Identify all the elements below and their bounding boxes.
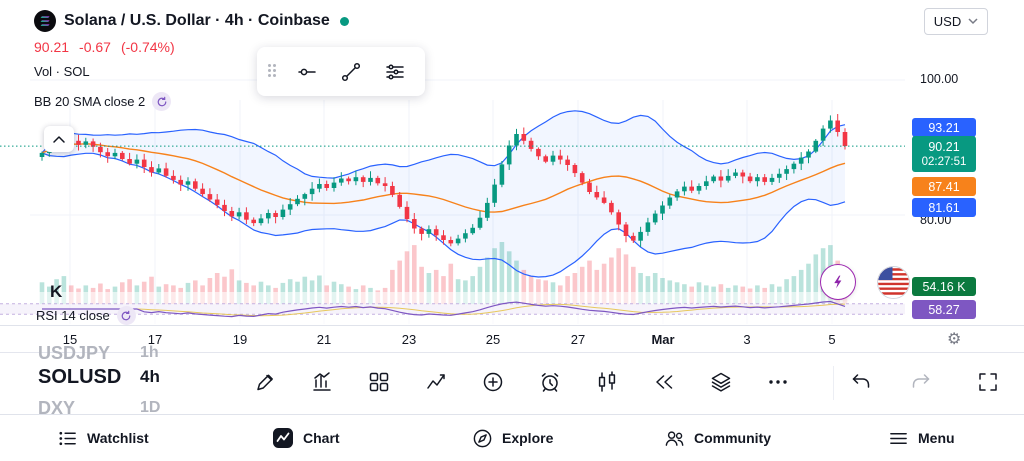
price-change-pct: (-0.74%) — [120, 39, 175, 55]
symbol-carousel-prev[interactable]: USDJPY 1h — [38, 343, 159, 363]
nav-menu[interactable]: Menu — [888, 415, 955, 461]
nav-explore[interactable]: Explore — [472, 415, 553, 461]
bb-basis-badge: 87.41 — [912, 177, 976, 196]
sync-icon[interactable] — [116, 306, 136, 325]
forecast-icon[interactable] — [423, 369, 449, 395]
currency-select[interactable]: USD — [924, 8, 988, 35]
nav-chart[interactable]: Chart — [272, 415, 340, 461]
nav-watchlist[interactable]: Watchlist — [57, 415, 149, 461]
last-price: 90.21 — [34, 39, 70, 55]
symbol-title: Solana / U.S. Dollar · 4h · Coinbase — [64, 12, 330, 29]
chart-toolbar: USDJPY 1h SOLUSD 4h DXY 1D — [0, 343, 1024, 418]
menu-hamburger-icon — [888, 428, 909, 449]
alert-icon[interactable] — [537, 369, 563, 395]
drawing-palette — [257, 47, 425, 96]
price-change: -0.67 — [79, 39, 111, 55]
volume-legend[interactable]: Vol · SOL — [34, 64, 90, 79]
chart-canvas[interactable] — [0, 0, 1024, 360]
more-icon[interactable] — [765, 369, 791, 395]
indicators-icon[interactable] — [309, 369, 335, 395]
lightning-icon — [829, 273, 847, 291]
time-label: 23 — [401, 332, 417, 347]
symbol-carousel-next[interactable]: DXY 1D — [38, 398, 161, 418]
collapse-panel-button[interactable] — [44, 126, 74, 152]
chart-header: Solana / U.S. Dollar · 4h · Coinbase 90.… — [34, 10, 349, 111]
undo-icon[interactable] — [848, 369, 874, 395]
flash-boost-button[interactable] — [820, 264, 856, 300]
watchlist-icon — [57, 428, 78, 449]
settings-gear-icon[interactable]: ⚙ — [947, 331, 962, 348]
rsi-legend-row[interactable]: RSI 14 close — [36, 306, 136, 325]
parallel-lines-tool-icon[interactable] — [373, 52, 417, 92]
clipped-text-fragment: K — [50, 282, 63, 301]
add-icon[interactable] — [480, 369, 506, 395]
time-label: 27 — [570, 332, 586, 347]
explore-compass-icon — [472, 428, 493, 449]
time-label: 21 — [316, 332, 332, 347]
time-label: 15 — [62, 332, 78, 347]
drag-handle[interactable] — [268, 64, 278, 79]
time-label-month: Mar — [651, 332, 675, 347]
layout-grid-icon[interactable] — [366, 369, 392, 395]
rsi-badge: 58.27 — [912, 300, 976, 319]
lower-band-badge: 81.61 — [912, 198, 976, 217]
trend-line-tool-icon[interactable] — [329, 52, 373, 92]
currency-value: USD — [933, 14, 962, 29]
sync-icon[interactable] — [152, 92, 172, 111]
bottom-navigation: Watchlist Chart Explore Community Menu — [0, 414, 1024, 461]
candles-icon[interactable] — [594, 369, 620, 395]
redo-icon[interactable] — [908, 369, 934, 395]
symbol-title-row[interactable]: Solana / U.S. Dollar · 4h · Coinbase — [34, 10, 349, 32]
upper-band-badge: 93.21 — [912, 118, 976, 137]
time-label: 3 — [743, 332, 751, 347]
solana-logo-icon — [34, 10, 56, 32]
symbol-carousel-current[interactable]: SOLUSD 4h — [38, 366, 160, 388]
time-label: 19 — [232, 332, 248, 347]
region-flag-button[interactable] — [877, 266, 910, 299]
time-axis[interactable]: 15 17 19 21 23 25 27 Mar 3 5 ⚙ — [0, 325, 1024, 353]
nav-community[interactable]: Community — [664, 415, 771, 461]
interval-button[interactable]: 4h — [140, 367, 160, 386]
fullscreen-icon[interactable] — [975, 369, 1001, 395]
community-people-icon — [664, 428, 685, 449]
bb-legend: BB 20 SMA close 2 — [34, 94, 146, 109]
bb-legend-row[interactable]: BB 20 SMA close 2 — [34, 92, 349, 111]
replay-icon[interactable] — [651, 369, 677, 395]
time-label: 25 — [485, 332, 501, 347]
bar-countdown: 02:27:51 — [921, 155, 967, 168]
last-price-badge: 90.21 02:27:51 — [912, 136, 976, 173]
rsi-legend: RSI 14 close — [36, 308, 110, 323]
toolbar-divider — [833, 366, 834, 400]
market-status-dot — [339, 16, 349, 26]
us-flag-icon — [878, 267, 909, 298]
horizontal-line-tool-icon[interactable] — [285, 52, 329, 92]
draw-icon[interactable] — [252, 369, 278, 395]
chart-icon — [272, 427, 294, 449]
time-label: 5 — [828, 332, 836, 347]
chevron-down-icon — [968, 18, 978, 25]
layers-icon[interactable] — [708, 369, 734, 395]
price-axis-label: 100.00 — [920, 72, 959, 86]
price-row: 90.21 -0.67 (-0.74%) — [34, 39, 349, 55]
volume-badge: 54.16 K — [912, 277, 976, 296]
time-label: 17 — [147, 332, 163, 347]
